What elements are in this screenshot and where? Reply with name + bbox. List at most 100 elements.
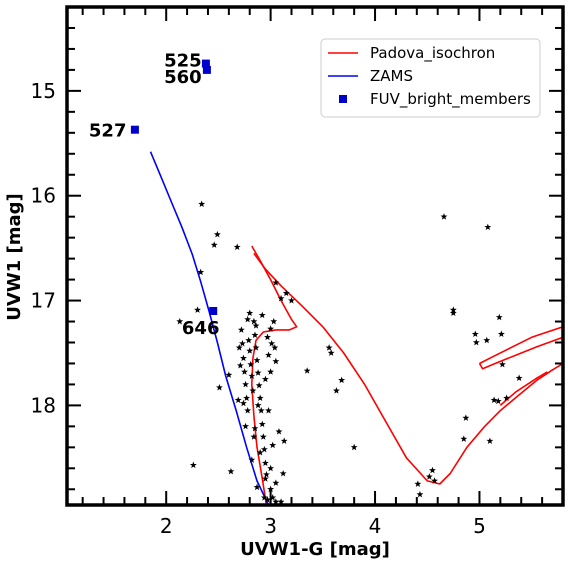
- padova-isochron-line-2: [479, 326, 563, 365]
- star-point-65: [236, 361, 244, 369]
- legend-label-fuv: FUV_bright_members: [370, 90, 531, 109]
- star-point-66: [234, 396, 242, 404]
- star-point-15: [242, 380, 249, 388]
- star-point-81: [332, 387, 340, 394]
- star-point-72: [271, 344, 279, 351]
- star-point-70: [267, 325, 275, 332]
- member-stars: [176, 200, 523, 505]
- star-point-96: [483, 336, 491, 344]
- star-point-79: [325, 344, 333, 351]
- star-point-95: [472, 338, 480, 346]
- star-point-34: [260, 445, 268, 453]
- legend: Padova_isochron ZAMS FUV_bright_members: [320, 38, 541, 118]
- legend-label-zams: ZAMS: [370, 67, 413, 85]
- star-point-83: [350, 443, 358, 451]
- legend-swatch-fuv: [339, 95, 347, 103]
- star-point-8: [216, 383, 223, 391]
- x-tick-label-4: 4: [369, 514, 382, 538]
- star-point-49: [261, 475, 269, 482]
- star-point-89: [440, 213, 448, 220]
- star-point-59: [265, 407, 272, 414]
- star-point-94: [471, 330, 479, 338]
- star-point-62: [250, 433, 258, 440]
- star-point-44: [270, 317, 278, 325]
- star-point-47: [251, 424, 259, 432]
- star-point-85: [416, 490, 424, 498]
- star-point-74: [272, 279, 280, 286]
- star-point-21: [247, 360, 255, 368]
- y-tick-label-17: 17: [31, 289, 56, 313]
- star-point-104: [503, 394, 511, 401]
- star-point-30: [256, 394, 264, 401]
- star-point-39: [258, 311, 266, 319]
- x-tick-label-3: 3: [264, 514, 277, 538]
- star-id-label-560: 560: [164, 67, 202, 88]
- star-point-42: [267, 368, 275, 375]
- star-point-13: [240, 354, 247, 362]
- star-point-40: [264, 333, 271, 341]
- star-point-100: [494, 397, 502, 405]
- y-tick-label-15: 15: [31, 79, 56, 103]
- star-point-41: [265, 351, 272, 358]
- plot-frame: [65, 5, 565, 507]
- star-point-69: [260, 494, 268, 501]
- star-point-76: [277, 294, 285, 302]
- fuv-square-1: [202, 65, 211, 74]
- legend-label-padova: Padova_isochron: [370, 44, 495, 63]
- star-point-98: [484, 223, 492, 231]
- star-point-46: [254, 401, 262, 409]
- star-point-35: [261, 459, 269, 466]
- star-point-27: [253, 356, 261, 364]
- star-point-28: [254, 369, 262, 376]
- star-point-93: [462, 414, 470, 421]
- star-point-80: [327, 349, 335, 356]
- star-point-92: [460, 435, 468, 442]
- star-point-53: [264, 496, 271, 503]
- star-point-1: [210, 241, 218, 248]
- star-point-24: [250, 317, 258, 325]
- star-point-9: [225, 371, 233, 378]
- star-point-36: [263, 471, 270, 478]
- star-point-52: [272, 498, 280, 505]
- padova-isochron-line-3: [478, 336, 563, 370]
- star-point-68: [253, 483, 261, 491]
- star-point-45: [272, 357, 280, 365]
- fuv-square-0: [201, 59, 210, 68]
- star-point-5: [194, 306, 201, 313]
- star-point-84: [414, 480, 422, 487]
- star-point-2: [213, 230, 221, 238]
- star-point-75: [282, 289, 290, 297]
- star-point-51: [269, 494, 277, 501]
- star-point-31: [257, 407, 265, 414]
- star-point-55: [272, 479, 280, 486]
- star-point-99: [490, 396, 498, 404]
- padova-isochron-line-1: [253, 252, 563, 485]
- plot-area: [130, 59, 563, 505]
- star-point-61: [246, 309, 254, 317]
- star-point-3: [233, 243, 241, 250]
- star-point-50: [267, 485, 275, 493]
- star-point-64: [235, 344, 243, 351]
- star-point-73: [280, 437, 288, 444]
- star-id-label-646: 646: [182, 318, 220, 339]
- star-point-82: [338, 376, 346, 384]
- star-point-102: [497, 330, 505, 338]
- star-point-29: [255, 381, 263, 389]
- star-point-71: [261, 375, 269, 383]
- padova-isochron-line-4: [499, 371, 548, 407]
- star-point-78: [303, 367, 311, 374]
- star-point-37: [244, 315, 252, 323]
- star-point-38: [252, 322, 260, 329]
- star-point-26: [252, 344, 260, 351]
- star-point-6: [176, 317, 184, 325]
- star-point-67: [248, 456, 256, 463]
- star-point-20: [246, 347, 254, 354]
- star-id-label-525: 525: [164, 50, 202, 71]
- star-point-16: [243, 394, 251, 401]
- star-point-105: [515, 374, 523, 382]
- star-point-101: [495, 313, 503, 321]
- fuv-square-2: [130, 125, 139, 134]
- star-point-56: [277, 498, 285, 505]
